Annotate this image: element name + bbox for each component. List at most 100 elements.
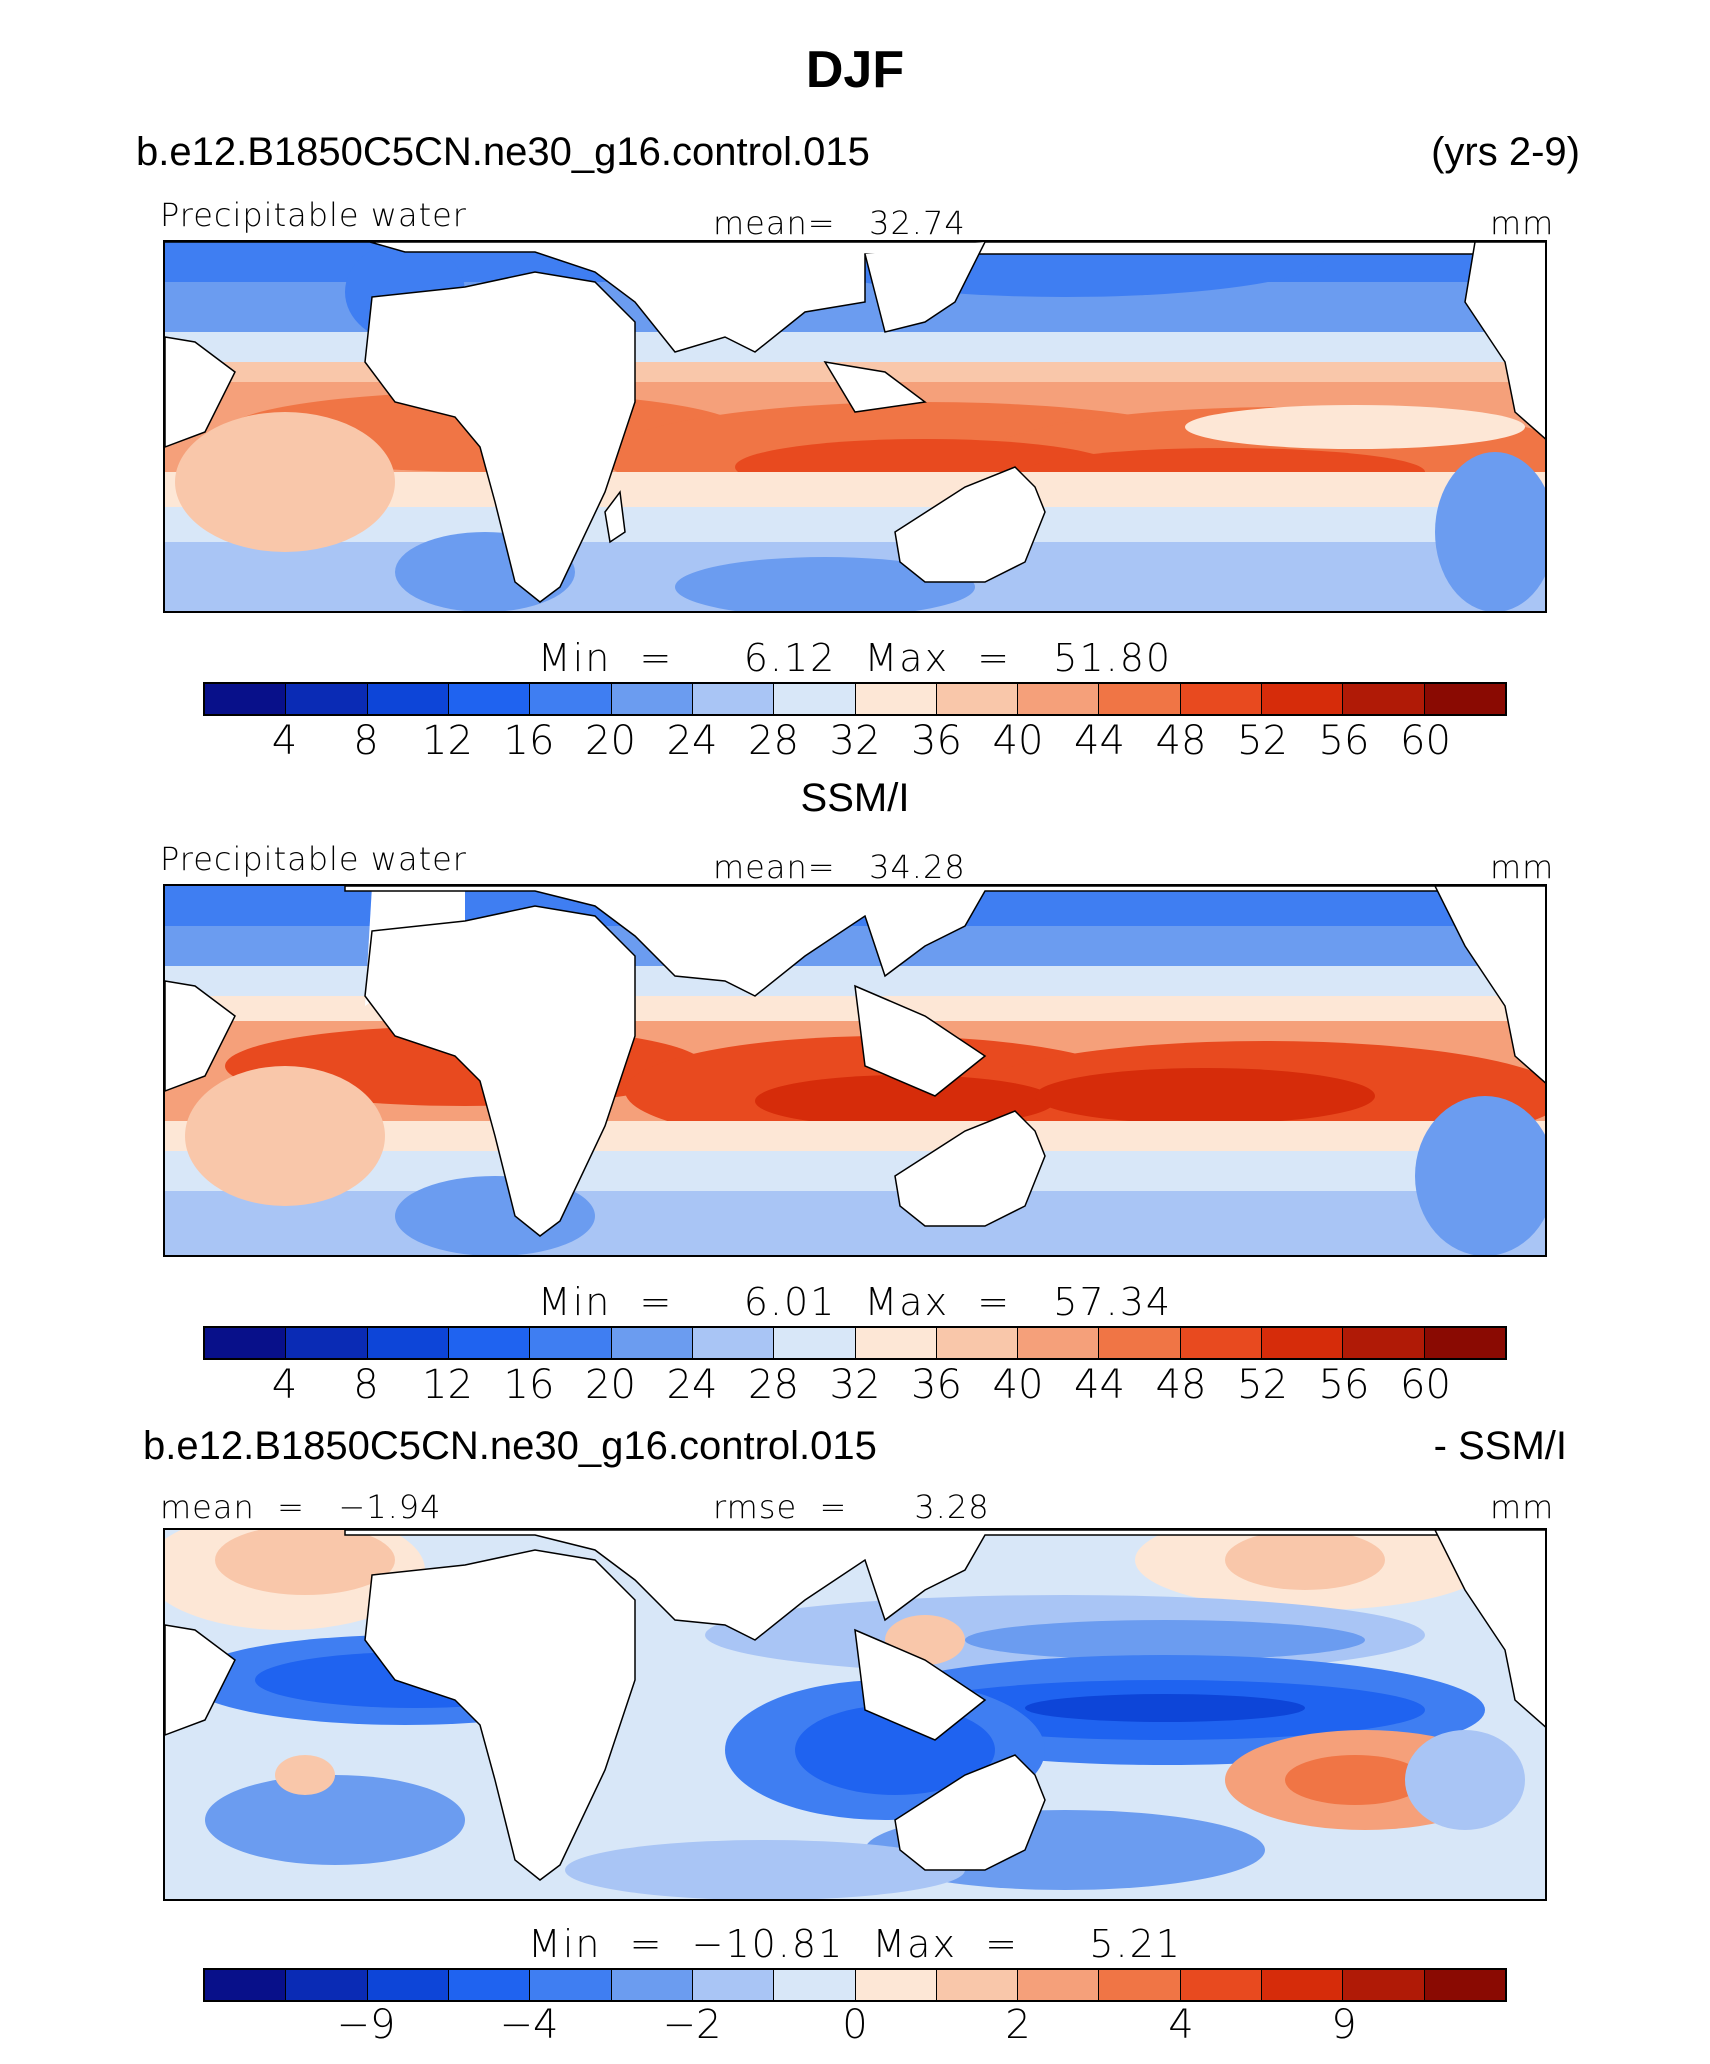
panel2-tick-label: 16 xyxy=(503,1362,555,1408)
panel1-header-right: (yrs 2-9) xyxy=(1431,130,1580,174)
panel1-colorbar-swatch xyxy=(1099,684,1181,714)
panel2-colorbar-swatch xyxy=(1180,1328,1263,1358)
figure-title: DJF xyxy=(805,41,905,99)
panel2-tick-label: 36 xyxy=(911,1362,962,1408)
panel2-tick-label: 52 xyxy=(1237,1362,1288,1408)
panel1-colorbar-swatch xyxy=(1343,684,1425,714)
panel1-colorbar-swatch xyxy=(205,684,287,714)
panel2-colorbar xyxy=(203,1326,1507,1360)
panel3-colorbar-swatch xyxy=(1018,1970,1100,2000)
panel3-colorbar-swatch xyxy=(530,1970,612,2000)
panel1-colorbar-swatch xyxy=(1424,684,1505,714)
panel2-colorbar-swatch xyxy=(367,1328,449,1358)
panel3-mean-label: mean = −1.94 xyxy=(160,1488,442,1526)
panel3-colorbar-swatch xyxy=(205,1970,287,2000)
panel2-tick-label: 56 xyxy=(1318,1362,1370,1408)
panel1-tick-label: 40 xyxy=(992,718,1044,764)
panel3-colorbar-swatch xyxy=(448,1970,531,2000)
panel1-tick-label: 20 xyxy=(585,718,636,764)
panel1-colorbar-swatch xyxy=(774,684,856,714)
panel2-colorbar-swatch xyxy=(1424,1328,1505,1358)
panel1-colorbar-swatch xyxy=(286,684,368,714)
panel1-tick-label: 48 xyxy=(1155,718,1207,764)
panel1-units-label: mm xyxy=(1490,204,1555,242)
panel3-units-label: mm xyxy=(1490,1488,1555,1526)
panel1-colorbar-swatch xyxy=(367,684,449,714)
panel2-units-label: mm xyxy=(1490,848,1555,886)
panel2-colorbar-swatch xyxy=(286,1328,368,1358)
panel3-tick-label: −9 xyxy=(336,2002,396,2048)
panel1-tick-label: 44 xyxy=(1074,718,1125,764)
panel3-colorbar-swatch xyxy=(1180,1970,1263,2000)
panel2-tick-label: 4 xyxy=(271,1362,298,1408)
panel1-colorbar xyxy=(203,682,1507,716)
panel1-tick-label: 52 xyxy=(1237,718,1288,764)
panel3-header-left: b.e12.B1850C5CN.ne30_g16.control.015 xyxy=(143,1424,877,1468)
panel1-tick-label: 28 xyxy=(748,718,799,764)
panel3-colorbar-swatch xyxy=(286,1970,368,2000)
panel3-colorbar-swatch xyxy=(367,1970,449,2000)
panel2-header: SSM/I xyxy=(800,776,910,820)
panel1-colorbar-swatch xyxy=(1180,684,1263,714)
panel1-colorbar-swatch xyxy=(611,684,693,714)
panel2-tick-label: 24 xyxy=(666,1362,718,1408)
panel1-colorbar-swatch xyxy=(692,684,775,714)
panel1-tick-label: 36 xyxy=(911,718,962,764)
panel1-colorbar-swatch xyxy=(448,684,531,714)
panel2-minmax: Min = 6.01 Max = 57.34 xyxy=(537,1280,1173,1324)
panel2-colorbar-swatch xyxy=(692,1328,775,1358)
panel3-tick-label: −4 xyxy=(499,2002,559,2048)
panel3-colorbar-swatch xyxy=(1099,1970,1181,2000)
panel2-colorbar-swatch xyxy=(774,1328,856,1358)
panel2-tick-label: 8 xyxy=(353,1362,379,1408)
panel1-tick-label: 24 xyxy=(666,718,718,764)
panel1-colorbar-swatch xyxy=(936,684,1019,714)
panel2-colorbar-swatch xyxy=(1018,1328,1100,1358)
panel3-colorbar xyxy=(203,1968,1507,2002)
panel1-mean-label: mean= 32.74 xyxy=(713,204,966,242)
panel3-colorbar-swatch xyxy=(1262,1970,1344,2000)
panel2-mean-label: mean= 34.28 xyxy=(713,848,966,886)
panel2-tick-label: 48 xyxy=(1155,1362,1207,1408)
panel2-colorbar-swatch xyxy=(1099,1328,1181,1358)
panel2-colorbar-swatch xyxy=(1262,1328,1344,1358)
panel3-colorbar-swatch xyxy=(855,1970,937,2000)
panel2-field xyxy=(165,886,1545,1255)
panel1-header-left: b.e12.B1850C5CN.ne30_g16.control.015 xyxy=(136,130,870,174)
panel1-colorbar-ticks: 4 8 12 16 20 24 28 32 36 40 44 48 52 56 60 xyxy=(0,718,1710,768)
panel2-tick-label: 44 xyxy=(1074,1362,1125,1408)
panel1-tick-label: 56 xyxy=(1318,718,1370,764)
panel2-colorbar-swatch xyxy=(936,1328,1019,1358)
panel2-tick-label: 20 xyxy=(585,1362,636,1408)
panel2-tick-label: 60 xyxy=(1400,1362,1451,1408)
panel3-colorbar-swatch xyxy=(1424,1970,1505,2000)
panel3-minmax: Min = −10.81 Max = 5.21 xyxy=(528,1922,1182,1966)
panel3-tick-label: 4 xyxy=(1168,2002,1194,2048)
panel1-colorbar-swatch xyxy=(1262,684,1344,714)
panel1-map xyxy=(163,240,1547,613)
panel3-rmse-label: rmse = 3.28 xyxy=(713,1488,990,1526)
panel3-tick-label: 0 xyxy=(842,2002,868,2048)
panel2-tick-label: 28 xyxy=(748,1362,799,1408)
panel2-colorbar-swatch xyxy=(1343,1328,1425,1358)
panel2-variable-label: Precipitable water xyxy=(160,840,467,878)
panel1-colorbar-swatch xyxy=(1018,684,1100,714)
panel1-minmax: Min = 6.12 Max = 51.80 xyxy=(537,636,1173,680)
panel1-field xyxy=(165,242,1545,611)
panel2-tick-label: 32 xyxy=(829,1362,881,1408)
panel2-colorbar-swatch xyxy=(530,1328,612,1358)
panel2-tick-label: 12 xyxy=(422,1362,473,1408)
panel1-colorbar-swatch xyxy=(855,684,937,714)
panel2-map xyxy=(163,884,1547,1257)
panel3-colorbar-swatch xyxy=(936,1970,1019,2000)
panel3-field xyxy=(165,1530,1545,1899)
panel1-tick-label: 12 xyxy=(422,718,473,764)
panel1-tick-label: 16 xyxy=(503,718,555,764)
panel3-header-right: - SSM/I xyxy=(1433,1424,1567,1468)
panel3-map xyxy=(163,1528,1547,1901)
panel1-tick-label: 60 xyxy=(1400,718,1451,764)
panel1-variable-label: Precipitable water xyxy=(160,196,467,234)
panel2-tick-label: 40 xyxy=(992,1362,1044,1408)
panel1-colorbar-swatch xyxy=(530,684,612,714)
panel3-colorbar-swatch xyxy=(1343,1970,1425,2000)
